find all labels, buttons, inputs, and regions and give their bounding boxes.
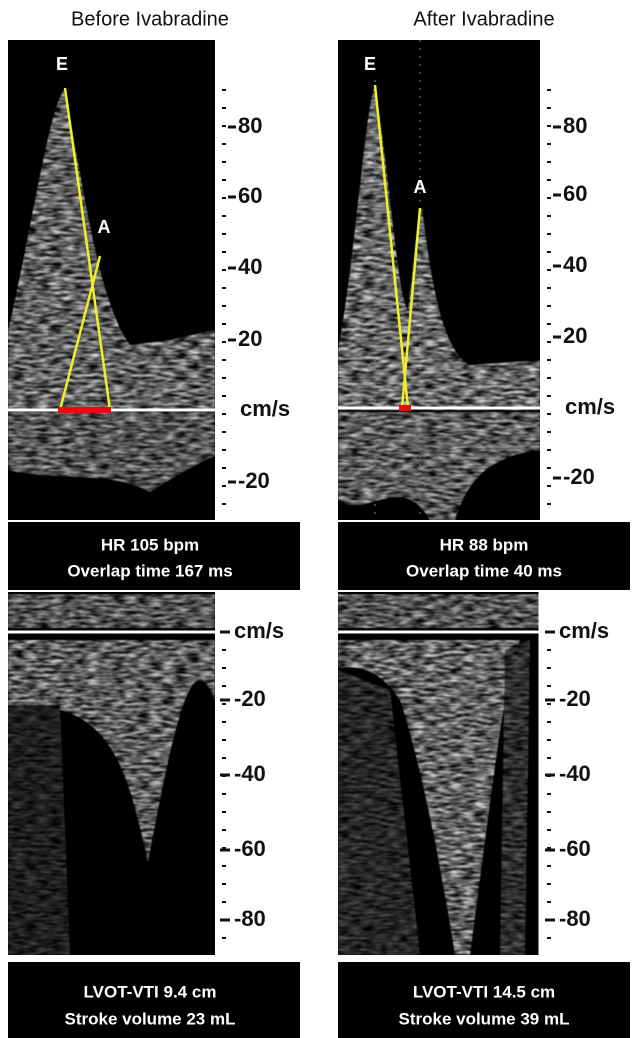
doppler-panel — [338, 40, 555, 520]
scale-label: -80 — [559, 906, 591, 931]
scale-label: 80 — [238, 113, 262, 138]
scale-label: -60 — [559, 836, 591, 861]
scale-label: cm/s — [559, 618, 609, 643]
scale-label: 40 — [563, 252, 587, 277]
wave-marker: E — [364, 54, 376, 74]
scale-label: -40 — [559, 761, 591, 786]
wave-marker: A — [414, 177, 427, 197]
scale-label: 20 — [563, 323, 587, 348]
caption: Overlap time 167 ms — [67, 561, 232, 580]
caption: LVOT-VTI 14.5 cm — [413, 982, 555, 1001]
scale-label: cm/s — [234, 618, 284, 643]
wave-marker: A — [98, 217, 111, 237]
scale-label: 60 — [563, 181, 587, 206]
doppler-panel — [8, 592, 240, 955]
scale-label: -40 — [234, 761, 266, 786]
scale-label: -20 — [234, 686, 266, 711]
caption-box — [338, 522, 630, 590]
caption-box — [8, 962, 300, 1038]
scale-label: cm/s — [240, 396, 290, 421]
scale-label: -20 — [559, 686, 591, 711]
scale-label: 60 — [238, 183, 262, 208]
scale-label: 80 — [563, 113, 587, 138]
doppler-panel — [8, 40, 240, 520]
scale-label: -60 — [234, 836, 266, 861]
scale-label: -20 — [238, 468, 270, 493]
scale-label: cm/s — [565, 394, 615, 419]
caption: Overlap time 40 ms — [406, 561, 562, 580]
scale-label: 20 — [238, 326, 262, 351]
scale-label: -20 — [563, 464, 595, 489]
caption: HR 105 bpm — [101, 535, 199, 554]
caption: Stroke volume 23 mL — [64, 1009, 235, 1028]
caption: LVOT-VTI 9.4 cm — [84, 982, 217, 1001]
column-title: Before Ivabradine — [71, 8, 229, 30]
scale-label: 40 — [238, 254, 262, 279]
caption: HR 88 bpm — [440, 535, 529, 554]
scale-label: -80 — [234, 906, 266, 931]
caption-box — [8, 522, 300, 590]
column-title: After Ivabradine — [413, 8, 554, 30]
caption: Stroke volume 39 mL — [398, 1009, 569, 1028]
caption-box — [338, 962, 630, 1038]
wave-marker: E — [56, 54, 68, 74]
doppler-panel — [338, 592, 555, 955]
